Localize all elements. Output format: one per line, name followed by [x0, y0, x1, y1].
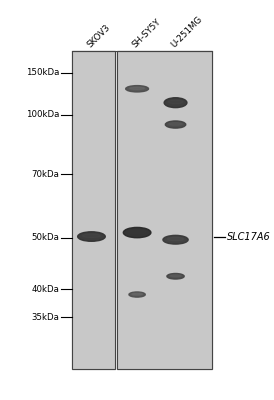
- Ellipse shape: [170, 275, 181, 277]
- Ellipse shape: [126, 86, 149, 92]
- Ellipse shape: [78, 232, 105, 241]
- Ellipse shape: [167, 237, 184, 241]
- Text: 50kDa: 50kDa: [31, 233, 59, 242]
- Text: 35kDa: 35kDa: [31, 313, 59, 322]
- Ellipse shape: [82, 234, 101, 238]
- Ellipse shape: [169, 122, 182, 125]
- Text: SLC17A6: SLC17A6: [227, 232, 271, 242]
- Text: 70kDa: 70kDa: [31, 170, 59, 179]
- Bar: [72, 51, 115, 369]
- Ellipse shape: [128, 230, 146, 234]
- Ellipse shape: [163, 235, 188, 244]
- Text: 100kDa: 100kDa: [26, 110, 59, 119]
- Ellipse shape: [130, 87, 144, 90]
- Bar: [117, 51, 212, 369]
- Ellipse shape: [123, 228, 151, 238]
- Text: 40kDa: 40kDa: [31, 285, 59, 294]
- Text: SH-SY5Y: SH-SY5Y: [131, 17, 163, 49]
- Bar: [117, 51, 212, 369]
- Text: SKOV3: SKOV3: [85, 22, 112, 49]
- Text: U-251MG: U-251MG: [169, 14, 204, 49]
- Text: 150kDa: 150kDa: [26, 68, 59, 77]
- Ellipse shape: [129, 292, 145, 297]
- Ellipse shape: [165, 121, 186, 128]
- Bar: [72, 51, 115, 369]
- Ellipse shape: [164, 98, 187, 108]
- Ellipse shape: [168, 100, 183, 104]
- Ellipse shape: [132, 293, 142, 295]
- Ellipse shape: [167, 274, 184, 279]
